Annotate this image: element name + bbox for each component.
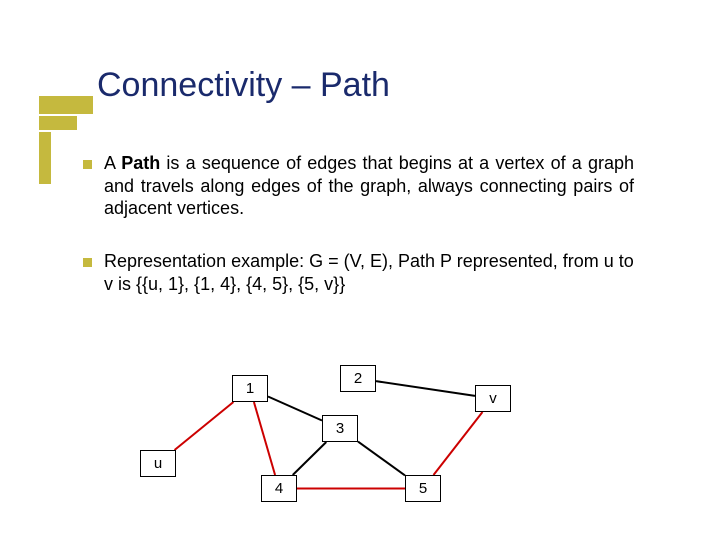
slide-title: Connectivity – Path (97, 66, 390, 105)
definition-paragraph: A Path is a sequence of edges that begin… (104, 152, 634, 220)
accent-block (39, 96, 93, 114)
para1-prefix: A (104, 153, 121, 173)
graph-edge (376, 381, 475, 396)
graph-edge (434, 412, 483, 475)
graph-node-v: v (475, 385, 511, 412)
graph-edge (175, 402, 234, 450)
graph-node-3: 3 (322, 415, 358, 442)
graph-node-5: 5 (405, 475, 441, 502)
bullet-icon (83, 160, 92, 169)
example-paragraph: Representation example: G = (V, E), Path… (104, 250, 644, 295)
graph-diagram: u 1 2 3 4 5 v (0, 350, 720, 540)
graph-edge (254, 402, 275, 475)
graph-edge (268, 397, 322, 421)
accent-block (39, 116, 77, 130)
para1-bold: Path (121, 153, 160, 173)
graph-edge (293, 442, 327, 475)
graph-node-1: 1 (232, 375, 268, 402)
graph-node-4: 4 (261, 475, 297, 502)
bullet-icon (83, 258, 92, 267)
para1-rest: is a sequence of edges that begins at a … (104, 153, 634, 218)
graph-node-u: u (140, 450, 176, 477)
graph-node-2: 2 (340, 365, 376, 392)
accent-block (39, 132, 51, 184)
graph-edge (358, 442, 405, 476)
